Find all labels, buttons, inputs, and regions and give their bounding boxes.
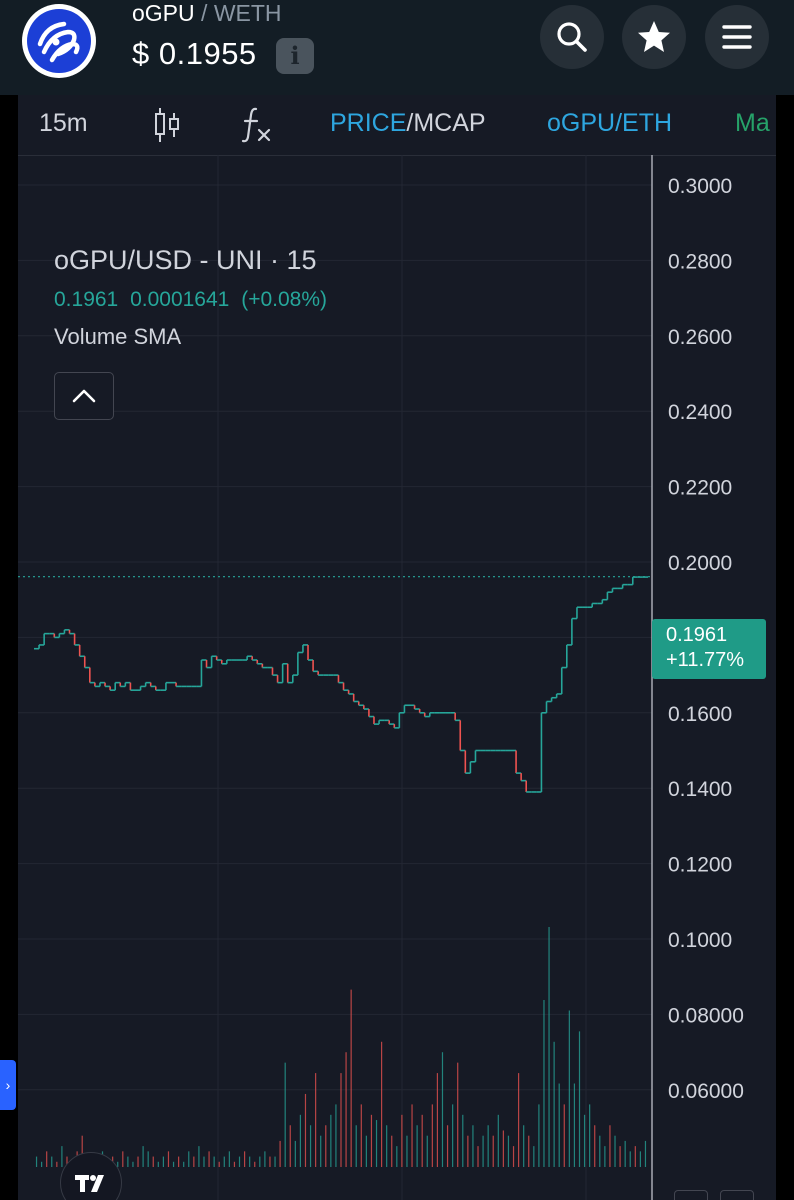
tradingview-icon [75,1175,104,1192]
y-axis-tick-label: 0.2600 [668,326,732,349]
y-axis-tick-label: 0.1200 [668,854,732,877]
candlestick-icon [155,108,179,142]
indicators-button[interactable] [240,103,274,152]
star-icon [638,21,670,52]
legend-last: 0.1961 [54,288,119,311]
fx-icon [241,107,271,143]
legend-collapse-button[interactable] [54,372,114,420]
price-mcap-separator: / [406,109,414,137]
mcap-option: MCAP [413,109,486,137]
legend-values: 0.1961 0.0001641 (+0.08%) [54,288,333,312]
chart-toolbar: 15m PRICE/MCAP oGPU/ETH Ma [18,95,776,156]
y-axis-tick-label: 0.2200 [668,477,732,500]
chevron-up-icon [72,389,96,403]
legend-title: oGPU/USD - UNI · 15 [54,245,317,275]
pair-quote-toggle[interactable]: oGPU/ETH [547,109,673,137]
token-logo-icon [27,9,91,73]
search-icon [557,22,587,52]
price-mcap-toggle[interactable]: PRICE/MCAP [330,109,486,138]
tradingview-logo[interactable] [60,1152,122,1200]
legend-change: 0.0001641 [130,288,230,311]
chart-plot-area[interactable]: 0.30000.28000.26000.24000.22000.18000.16… [18,155,776,1200]
auto-scale-button[interactable]: A [674,1190,708,1200]
price-chart: 0.30000.28000.26000.24000.22000.18000.16… [18,155,744,1200]
y-axis-tick-label: 0.1600 [668,703,732,726]
menu-button[interactable] [705,5,769,69]
price-tag-change: +11.77% [666,649,745,671]
chart-panel: 15m PRICE/MCAP oGPU/ETH Ma 0.3000 0.2800 0… [18,95,776,1200]
token-logo[interactable] [22,4,96,78]
search-button[interactable] [540,5,604,69]
base-token: oGPU [132,0,195,26]
interval-selector[interactable]: 15m [39,109,88,137]
log-scale-button[interactable]: L [720,1190,754,1200]
y-axis-tick-label: 0.2400 [668,401,732,424]
y-axis-tick-label: 0.1000 [668,929,732,952]
y-axis-tick-label: 0.2800 [668,250,732,273]
header-bar: oGPU / WETH $ 0.1955 i [0,0,794,95]
y-axis-tick-label: 0.08000 [668,1004,744,1027]
pair-title: oGPU / WETH [132,0,282,27]
quote-token: WETH [213,0,282,26]
y-axis-tick-label: 0.06000 [668,1080,744,1103]
price-option: PRICE [330,109,407,137]
legend-change-pct: (+0.08%) [241,288,327,311]
legend-indicator: Volume SMA [54,324,182,349]
toolbar-truncated-item[interactable]: Ma [735,109,770,137]
chart-legend: oGPU/USD - UNI · 15 0.1961 0.0001641 (+0… [54,245,333,350]
current-price: $ 0.1955 [132,36,257,71]
info-icon[interactable]: i [276,38,314,74]
y-axis-tick-label: 0.3000 [668,175,732,198]
favorite-button[interactable] [622,5,686,69]
price-tag-value: 0.1961 [666,624,728,646]
menu-icon [722,25,752,49]
y-axis-tick-label: 0.2000 [668,552,732,575]
pair-separator: / [201,0,208,26]
last-price-tag: 0.1961 +11.77% [652,619,766,679]
y-axis-tick-label: 0.1400 [668,778,732,801]
side-panel-handle[interactable]: › [0,1060,16,1110]
chart-type-button[interactable] [152,105,182,152]
